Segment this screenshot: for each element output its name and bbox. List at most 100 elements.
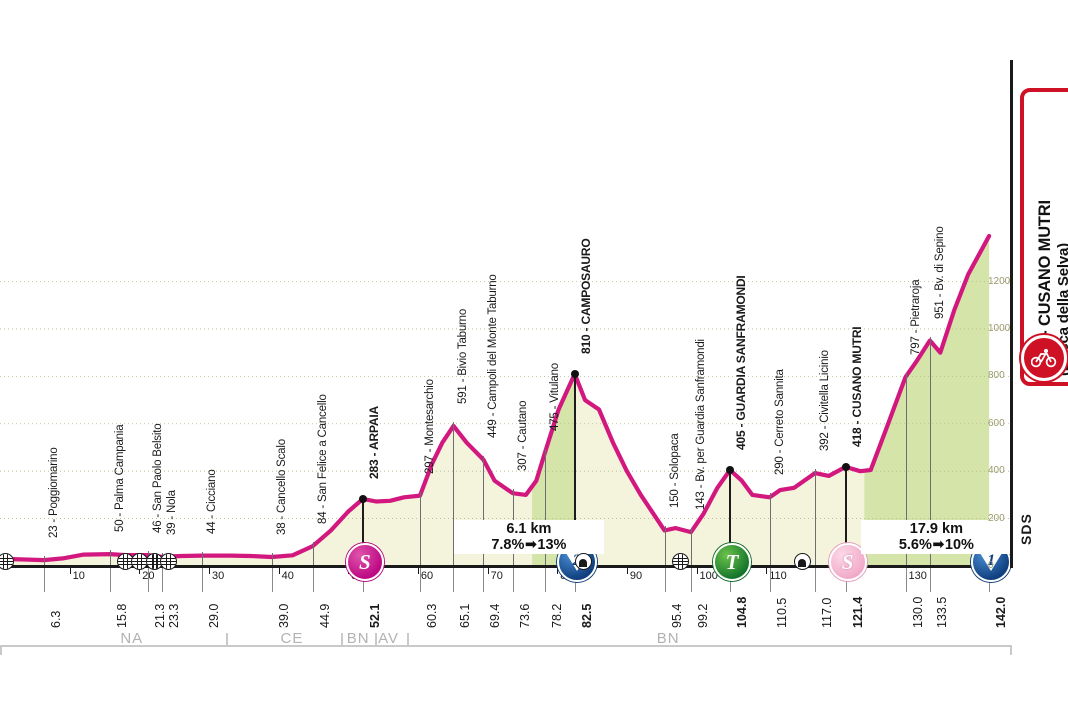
climb-distance: 6.1 km: [506, 521, 552, 537]
axis-tick-label: 40: [281, 570, 294, 582]
km-label: 121.4: [850, 596, 865, 628]
km-leader-line: [148, 568, 150, 592]
elevation-tick-label: 0: [988, 560, 994, 571]
leader-line: [769, 493, 771, 566]
km-leader-line: [544, 568, 546, 592]
axis-tick-label: 70: [490, 570, 503, 582]
place-label: 392 - Civitella Licinio: [818, 350, 831, 452]
place-label: 283 - ARPAIA: [366, 405, 381, 479]
place-label: 23 - Poggiomarino: [47, 447, 60, 539]
km-label: 44.9: [317, 603, 332, 628]
axis-tick: [766, 565, 768, 574]
km-label: 99.2: [695, 603, 710, 628]
axis-tick: [696, 565, 698, 574]
elevation-tick-label: 1000: [988, 322, 1011, 334]
elevation-tick-label: 200: [988, 512, 1005, 524]
province-divider: [341, 633, 344, 645]
province-band: [0, 645, 1012, 655]
railway-crossing-icon: [160, 553, 178, 570]
climb-gradient: 5.6%➡10%: [864, 537, 1008, 553]
km-label: 39.0: [276, 603, 291, 628]
place-label: 418 - CUSANO MUTRI: [849, 326, 864, 447]
leader-line: [573, 373, 576, 566]
gradient-max: 13%: [537, 537, 567, 554]
km-label: 60.3: [425, 603, 440, 628]
leader-line: [483, 455, 485, 566]
axis-tick-label: 130: [908, 570, 927, 582]
km-leader-line: [814, 568, 816, 592]
axis-tick: [69, 565, 71, 574]
climb-info-box: 17.9 km 5.6%➡10%: [861, 520, 1012, 555]
axis-tick-label: 60: [420, 570, 434, 582]
province-divider: [226, 633, 229, 645]
finish-subtitle: (Bocca della Selva): [1055, 243, 1068, 376]
place-label: 46 - San Paolo Belsito: [152, 423, 165, 534]
cyclist-icon: [1021, 335, 1067, 381]
place-label: 150 - Solopaca: [668, 433, 681, 509]
km-label: 15.8: [115, 603, 130, 628]
axis-tick: [208, 565, 210, 574]
arrow-right-icon: ➡: [932, 537, 945, 554]
leader-line: [844, 466, 847, 566]
tunnel-icon: [575, 553, 593, 570]
climb-gradient: 7.8%➡13%: [457, 537, 601, 553]
province-label: CE: [280, 630, 304, 647]
km-label: 95.4: [669, 603, 684, 628]
km-leader-line: [929, 568, 931, 592]
distance-axis: [0, 565, 1012, 568]
arrow-right-icon: ➡: [524, 537, 537, 554]
sprint-marker: S: [828, 543, 867, 581]
km-leader-line: [43, 568, 45, 592]
axis-tick: [626, 565, 628, 574]
km-leader-line: [512, 568, 514, 592]
axis-tick-label: 90: [629, 570, 643, 582]
province-label: AV: [378, 630, 399, 647]
place-label: 797 - Pietraroja: [909, 279, 922, 356]
leader-line: [690, 528, 692, 566]
railway-crossing-icon: [146, 553, 164, 570]
gpm-category-label: 1: [987, 551, 996, 569]
place-label: 44 - Cicciano: [206, 469, 218, 534]
km-leader-line: [162, 568, 164, 592]
place-label: 591 - Bivio Taburno: [457, 308, 470, 404]
axis-tick-label: 30: [211, 570, 225, 582]
summit-dot: [841, 462, 850, 471]
place-label: 475 - Vitulano: [548, 363, 561, 432]
km-leader-line: [420, 568, 422, 592]
elevation-tick-label: 400: [988, 465, 1005, 477]
km-leader-line: [453, 568, 455, 592]
gpm-triangle-icon: [980, 553, 1003, 571]
leader-line: [110, 550, 112, 566]
railway-crossing-icon: [672, 553, 690, 570]
km-leader-line: [110, 568, 112, 592]
axis-tick: [487, 565, 489, 574]
railway-crossing-icon: [116, 553, 134, 570]
axis-tick: [278, 565, 280, 574]
km-label: 52.1: [367, 603, 382, 628]
province-label: BN: [346, 630, 370, 647]
province-divider: [407, 633, 410, 645]
province-label: BN: [656, 630, 680, 647]
km-label: 23.3: [167, 603, 182, 628]
province-divider: [374, 633, 377, 645]
elevation-tick-label: 1200: [988, 275, 1011, 287]
leader-line: [420, 491, 422, 566]
leader-line: [929, 336, 931, 566]
summit-dot: [570, 369, 579, 378]
gradient-average: 7.8%: [491, 537, 525, 554]
elevation-tick-label: 600: [988, 417, 1005, 429]
km-label: 142.0: [994, 596, 1009, 628]
place-label: 290 - Cerreto Sannita: [773, 369, 786, 476]
km-label: 110.5: [774, 597, 789, 628]
leader-line: [664, 526, 666, 566]
axis-tick: [417, 565, 419, 574]
place-label: 307 - Cautano: [516, 400, 529, 472]
place-label: 297 - Montesarchio: [424, 378, 437, 474]
place-label: 143 - Bv. per Guardia Sanframondi: [694, 339, 707, 511]
province-label: NA: [120, 630, 144, 647]
leader-line: [271, 553, 273, 566]
km-label: 133.5: [934, 596, 949, 628]
km-leader-line: [664, 568, 666, 592]
climb-distance: 17.9 km: [909, 521, 963, 537]
